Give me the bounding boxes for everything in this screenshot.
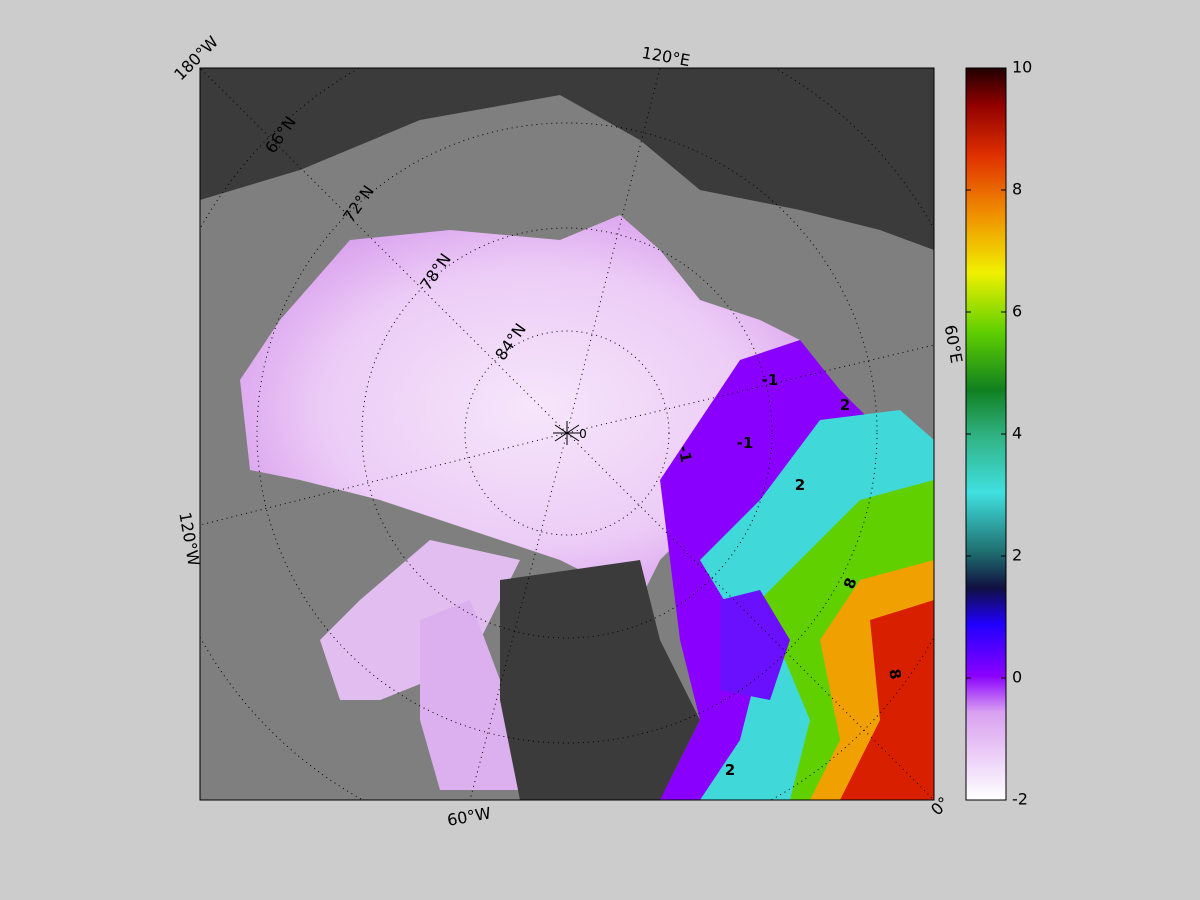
map-frame xyxy=(199,67,935,801)
lon-label: 120°E xyxy=(640,43,691,70)
colorbar-tick-label: 4 xyxy=(1012,424,1022,443)
colorbar-tick-label: 6 xyxy=(1012,302,1022,321)
lon-label: 120°W xyxy=(175,511,203,568)
contour-label: -1 xyxy=(762,371,779,389)
contour-label: 0 xyxy=(579,427,587,441)
contour-label: -1 xyxy=(675,444,696,464)
greenland xyxy=(500,560,700,800)
colorbar-tick-label: 0 xyxy=(1012,668,1022,687)
contour-label: 8 xyxy=(885,667,905,680)
colorbar-tick-label: -2 xyxy=(1012,790,1028,809)
contour-label: -1 xyxy=(737,434,754,452)
colorbar-ticks: -2 0 2 4 6 8 10 xyxy=(966,58,1032,809)
map-area xyxy=(200,68,934,800)
contour-label: 2 xyxy=(840,396,850,414)
graticule xyxy=(200,68,934,800)
ocean-hot xyxy=(840,600,934,800)
colorbar xyxy=(965,67,1007,801)
ocean-eddy xyxy=(720,590,790,700)
pole-marker xyxy=(553,421,581,445)
contour-label: 2 xyxy=(725,761,735,779)
lon-label: 60°E xyxy=(941,323,966,364)
colorbar-tick-label: 10 xyxy=(1012,58,1032,77)
baffin-bay xyxy=(420,600,520,790)
colorbar-tick-label: 8 xyxy=(1012,180,1022,199)
contour-label: 2 xyxy=(795,476,805,494)
lon-label: 60°W xyxy=(446,803,493,829)
colorbar-tick-label: 2 xyxy=(1012,546,1022,565)
